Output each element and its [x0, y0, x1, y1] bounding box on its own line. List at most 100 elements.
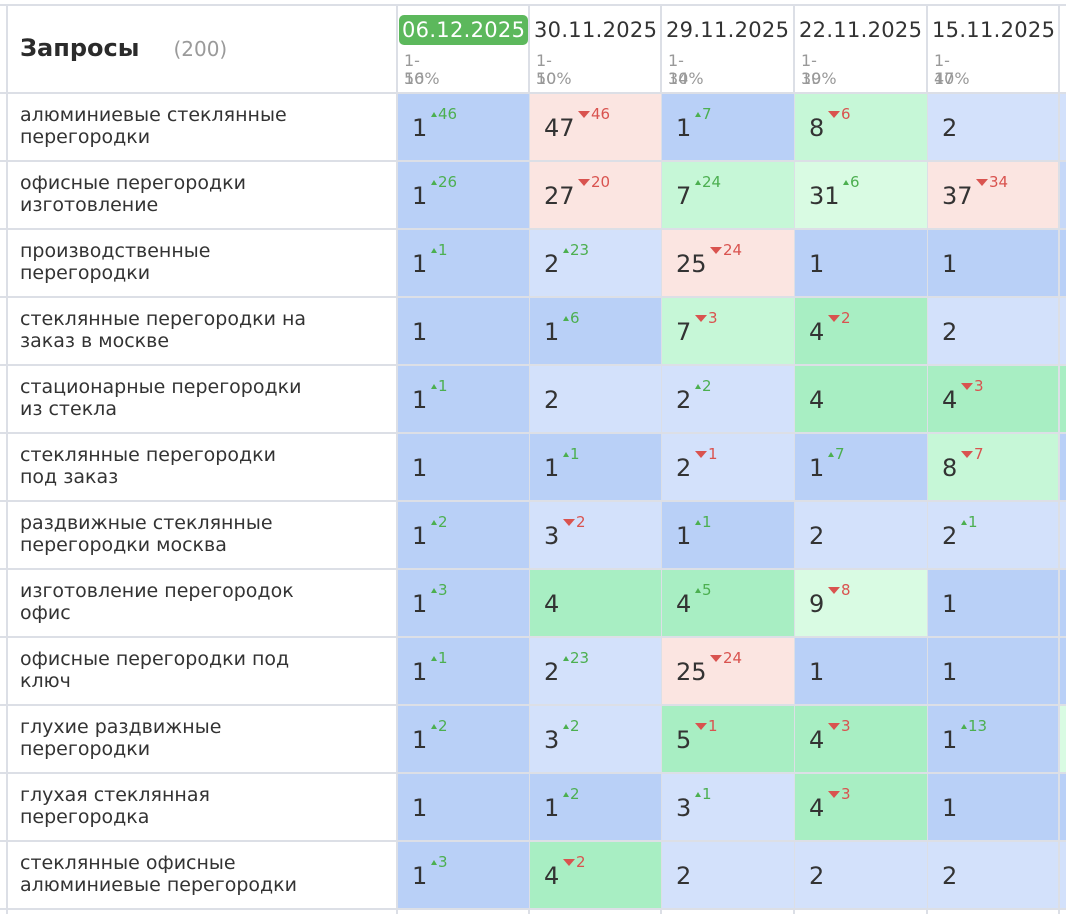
query-label[interactable]: изготовление перегородок офис — [20, 580, 380, 624]
position-cell[interactable]: 1 — [795, 230, 927, 296]
position-cell[interactable]: 31 6 — [795, 162, 927, 228]
position-cell[interactable]: 25 24 — [662, 230, 794, 296]
column-percent-0: 56% — [404, 69, 440, 88]
next-column-edge — [1060, 774, 1066, 840]
position-change: 2 — [431, 514, 448, 530]
query-label[interactable]: офисные перегородки под ключ — [20, 648, 380, 692]
query-label[interactable]: глухая стеклянная перегородка — [20, 784, 380, 828]
position-cell[interactable]: 2 — [928, 94, 1058, 160]
position-cell[interactable]: 1 26 — [398, 162, 529, 228]
position-cell[interactable]: 37 34 — [928, 162, 1058, 228]
position-cell[interactable]: 7 24 — [662, 162, 794, 228]
query-label[interactable]: алюминиевые стеклянные перегородки — [20, 104, 380, 148]
query-label[interactable]: стеклянные перегородки под заказ — [20, 444, 380, 488]
position-cell[interactable]: 2 — [928, 298, 1058, 364]
position-cell[interactable]: 1 — [928, 230, 1058, 296]
position-value: 47 — [544, 114, 575, 142]
column-date-1[interactable]: 30.11.2025 — [534, 18, 658, 42]
query-label-line: стационарные перегородки — [20, 376, 302, 398]
position-value: 4 — [809, 386, 825, 414]
position-value: 1 — [412, 522, 428, 550]
position-cell[interactable]: 25 24 — [662, 638, 794, 704]
arrow-up-icon — [563, 724, 569, 729]
grid-hline — [0, 296, 1066, 298]
column-date-0[interactable]: 06.12.2025 — [399, 15, 529, 45]
position-value: 8 — [942, 454, 958, 482]
query-label[interactable]: стеклянные перегородки на заказ в москве — [20, 308, 380, 352]
position-cell[interactable]: 1 13 — [928, 706, 1058, 772]
query-label[interactable]: офисные перегородки изготовление — [20, 172, 380, 216]
query-label[interactable]: глухие раздвижные перегородки — [20, 716, 380, 760]
position-cell[interactable]: 2 23 — [530, 638, 661, 704]
position-change-value: 1 — [702, 785, 712, 803]
queries-count: (200) — [173, 37, 228, 61]
grid-hline — [0, 704, 1066, 706]
position-cell[interactable]: 2 — [928, 842, 1058, 908]
position-cell[interactable]: 4 — [530, 570, 661, 636]
query-label[interactable]: стационарные перегородки из стекла — [20, 376, 380, 420]
position-value: 8 — [809, 114, 825, 142]
query-label[interactable]: раздвижные стеклянные перегородки москва — [20, 512, 380, 556]
position-cell[interactable]: 2 23 — [530, 230, 661, 296]
position-value: 25 — [676, 250, 707, 278]
position-cell[interactable]: 4 — [795, 366, 927, 432]
position-cell[interactable]: 2 — [795, 842, 927, 908]
position-value: 2 — [676, 386, 692, 414]
column-date-2[interactable]: 29.11.2025 — [666, 18, 790, 42]
position-cell[interactable]: 47 46 — [530, 94, 661, 160]
position-change-value: 6 — [570, 309, 580, 327]
query-label-line: глухие раздвижные — [20, 716, 222, 738]
grid-vline — [6, 4, 8, 914]
column-range-4: 1-10 — [934, 51, 955, 88]
position-change-value: 7 — [974, 445, 984, 463]
position-cell[interactable]: 1 — [398, 434, 529, 500]
column-date-3[interactable]: 22.11.2025 — [799, 18, 923, 42]
position-cell[interactable]: 2 — [795, 502, 927, 568]
column-date-4[interactable]: 15.11.2025 — [932, 18, 1056, 42]
position-cell[interactable]: 1 — [928, 774, 1058, 840]
position-cell[interactable]: 2 — [530, 366, 661, 432]
position-cell[interactable]: 1 — [928, 638, 1058, 704]
position-cell[interactable]: 1 46 — [398, 94, 529, 160]
position-cell[interactable]: 1 — [928, 570, 1058, 636]
position-change-value: 3 — [841, 717, 851, 735]
query-label[interactable]: стеклянные офисные алюминиевые перегородк… — [20, 852, 380, 896]
position-cell[interactable]: 1 — [795, 638, 927, 704]
position-cell[interactable]: 1 — [398, 774, 529, 840]
position-cell[interactable]: 2 — [662, 842, 794, 908]
query-label[interactable]: производственные перегородки — [20, 240, 380, 284]
arrow-up-icon — [431, 724, 437, 729]
position-cell[interactable]: 27 20 — [530, 162, 661, 228]
position-cell[interactable]: 1 — [398, 298, 529, 364]
